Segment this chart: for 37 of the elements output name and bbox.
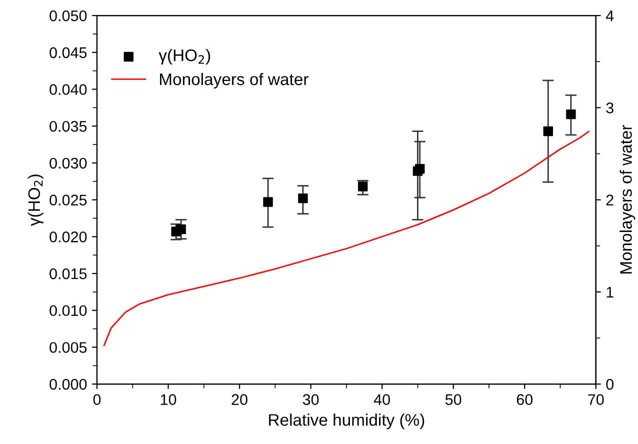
point <box>263 197 273 207</box>
y-tick-label: 0.040 <box>50 84 87 95</box>
point <box>176 224 186 234</box>
x-tick-label: 60 <box>516 394 533 406</box>
point <box>566 109 576 120</box>
y2-tick-label: 4 <box>606 10 614 22</box>
point <box>298 193 308 204</box>
y-tick-label: 0.000 <box>50 378 87 390</box>
y-tick-label: 0.035 <box>50 120 87 132</box>
y-tick-label: 0.030 <box>50 158 87 169</box>
x-tick-label: 20 <box>232 394 248 406</box>
legend-label: γ(HO$_{2}$) <box>158 48 210 64</box>
x-tick-label: 50 <box>445 394 462 406</box>
y-axis-title: γ(HO$_{2}$) <box>28 174 44 226</box>
y-tick-label: 0.050 <box>50 10 87 22</box>
y-tick-label: 0.015 <box>50 268 87 280</box>
y-tick-label: 0.005 <box>50 342 87 353</box>
x-tick-label: 40 <box>374 394 390 406</box>
point <box>543 126 553 136</box>
y2-tick-label: 1 <box>606 286 614 298</box>
y-tick-label: 0.010 <box>50 305 87 316</box>
x-tick-label: 10 <box>160 394 176 406</box>
line-series <box>103 130 590 346</box>
point <box>358 182 368 192</box>
y-tick-label: 0.020 <box>50 232 87 242</box>
x-tick-label: 70 <box>588 394 604 406</box>
y-tick-label: 0.025 <box>50 194 87 206</box>
x-axis-title: Relative humidity (%) <box>269 414 424 430</box>
x-tick-label: 30 <box>302 394 319 406</box>
y2-tick-label: 3 <box>606 102 614 114</box>
x-tick-label: 0 <box>93 394 101 406</box>
y-tick-label: 0.045 <box>50 47 87 58</box>
point <box>414 164 425 174</box>
y2-axis-title: Monolayers of water <box>620 125 636 274</box>
legend-label: Monolayers of water <box>160 72 308 88</box>
y2-tick-label: 2 <box>606 194 614 206</box>
y2-tick-label: 0 <box>606 378 614 390</box>
